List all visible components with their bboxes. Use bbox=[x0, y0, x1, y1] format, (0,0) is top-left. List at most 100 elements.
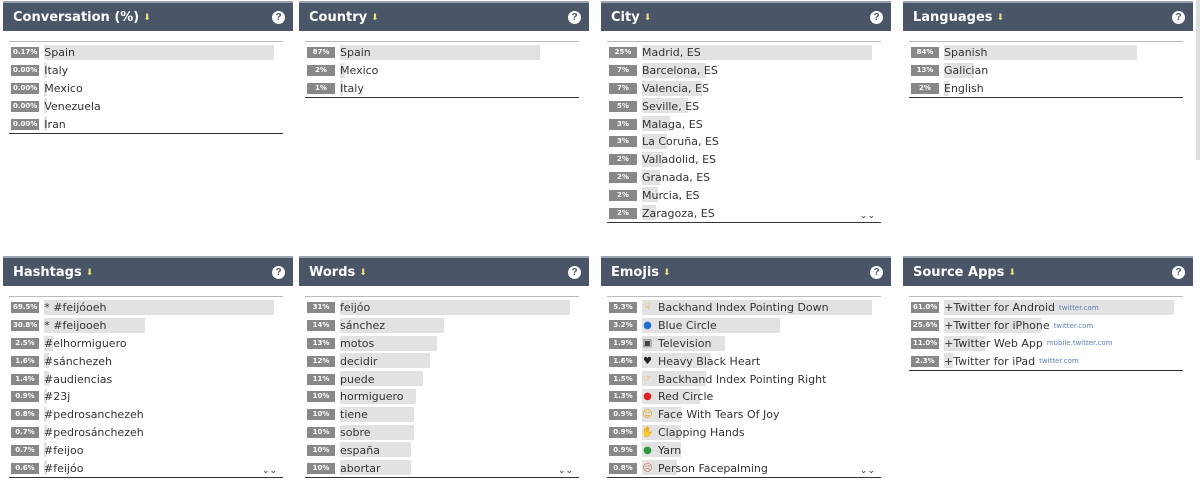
download-icon[interactable]: ⬇ bbox=[1008, 266, 1016, 277]
item-label: sobre bbox=[340, 425, 371, 439]
help-icon[interactable]: ? bbox=[272, 265, 285, 279]
list-item[interactable]: 10% tiene bbox=[305, 406, 579, 424]
item-label: #sánchezeh bbox=[44, 354, 112, 368]
list-item[interactable]: 2% Granada, ES bbox=[607, 169, 881, 187]
percent-badge: 7% bbox=[609, 82, 637, 94]
list-item[interactable]: 2.5% #elhormiguero bbox=[9, 335, 283, 353]
list-item[interactable]: 3.2% ● Blue Circle bbox=[607, 317, 881, 335]
list-item[interactable]: 84% Spanish bbox=[909, 44, 1183, 62]
list-item[interactable]: 1% Italy bbox=[305, 80, 579, 98]
percent-badge: 2.3% bbox=[911, 355, 939, 367]
list-item[interactable]: 87% Spain bbox=[305, 44, 579, 62]
list-item[interactable]: 13% Galician bbox=[909, 62, 1183, 80]
list-item[interactable]: 2.3% +Twitter for iPad twitter.com bbox=[909, 352, 1183, 370]
value-bar bbox=[44, 424, 47, 440]
help-icon[interactable]: ? bbox=[1172, 265, 1185, 279]
list-item[interactable]: 1.6% #sánchezeh bbox=[9, 352, 283, 370]
percent-badge: 31% bbox=[307, 302, 335, 314]
ranked-list: 25% Madrid, ES 7% Barcelona, ES 7% Valencia, … bbox=[607, 41, 881, 223]
list-item[interactable]: 0.9% ● Yarn bbox=[607, 441, 881, 459]
item-label: españa bbox=[340, 443, 380, 457]
source-domain[interactable]: twitter.com bbox=[1053, 321, 1094, 330]
expand-more-icon[interactable]: ⌄⌄ bbox=[557, 464, 573, 475]
list-item[interactable]: 25% Madrid, ES bbox=[607, 44, 881, 62]
help-icon[interactable]: ? bbox=[272, 10, 285, 24]
percent-badge: 0.6% bbox=[11, 462, 39, 474]
list-item[interactable]: 0.8% ☹ Person Facepalming bbox=[607, 459, 881, 477]
list-item[interactable]: 0.9% ☺ Face With Tears Of Joy bbox=[607, 406, 881, 424]
item-label: Mexico bbox=[44, 81, 83, 95]
list-item[interactable]: 13% motos bbox=[305, 335, 579, 353]
list-item[interactable]: 11.0% +Twitter Web App mobile.twitter.com bbox=[909, 335, 1183, 353]
list-item[interactable]: 2% Zaragoza, ES bbox=[607, 204, 881, 222]
list-item[interactable]: 1.4% #audiencias bbox=[9, 370, 283, 388]
list-item[interactable]: 0.00% Mexico bbox=[9, 80, 283, 98]
help-icon[interactable]: ? bbox=[568, 10, 581, 24]
list-item[interactable]: 3% Malaga, ES bbox=[607, 115, 881, 133]
list-item[interactable]: 10% abortar bbox=[305, 459, 579, 477]
list-item[interactable]: 3% La Coruña, ES bbox=[607, 133, 881, 151]
list-item[interactable]: 0.9% #23j bbox=[9, 388, 283, 406]
item-label: #feijóo bbox=[44, 461, 84, 475]
list-item[interactable]: 7% Valencia, ES bbox=[607, 80, 881, 98]
list-item[interactable]: 0.7% #feijoo bbox=[9, 441, 283, 459]
download-icon[interactable]: ⬇ bbox=[359, 266, 367, 277]
list-item[interactable]: 2% Murcia, ES bbox=[607, 186, 881, 204]
download-icon[interactable]: ⬇ bbox=[643, 11, 652, 22]
list-item[interactable]: 0.7% #pedrosánchezeh bbox=[9, 424, 283, 442]
item-label: Valencia, ES bbox=[642, 81, 709, 95]
help-icon[interactable]: ? bbox=[870, 265, 883, 279]
help-icon[interactable]: ? bbox=[1172, 10, 1185, 24]
source-domain[interactable]: twitter.com bbox=[1039, 357, 1079, 366]
value-bar bbox=[44, 335, 54, 351]
list-item[interactable]: 25.6% +Twitter for iPhone twitter.com bbox=[909, 317, 1183, 335]
list-item[interactable]: 0.00% Italy bbox=[9, 62, 283, 80]
list-item[interactable]: 31% feijóo bbox=[305, 299, 579, 317]
list-item[interactable]: 30.8% * #feijooeh bbox=[9, 317, 283, 335]
list-item[interactable]: 10% españa bbox=[305, 441, 579, 459]
expand-more-icon[interactable]: ⌄⌄ bbox=[261, 464, 277, 475]
list-item[interactable]: 0.17% Spain bbox=[9, 44, 283, 62]
list-item[interactable]: 10% hormiguero bbox=[305, 388, 579, 406]
list-item[interactable]: 0.00% Venezuela bbox=[9, 97, 283, 115]
download-icon[interactable]: ⬇ bbox=[663, 266, 671, 277]
help-icon[interactable]: ? bbox=[568, 265, 581, 279]
list-item[interactable]: 2% Valladolid, ES bbox=[607, 151, 881, 169]
ranked-list: 61.0% +Twitter for Android twitter.com 25.6… bbox=[909, 296, 1183, 372]
list-item[interactable]: 11% puede bbox=[305, 370, 579, 388]
list-item[interactable]: 7% Barcelona, ES bbox=[607, 62, 881, 80]
list-item[interactable]: 0.6% #feijóo bbox=[9, 459, 283, 477]
emoji-icon: ● bbox=[643, 391, 652, 403]
list-item[interactable]: 61.0% +Twitter for Android twitter.com bbox=[909, 299, 1183, 317]
list-item[interactable]: 1.3% ● Red Circle bbox=[607, 388, 881, 406]
ranked-list: 5.3% ☟ Backhand Index Pointing Down 3.2% ● Bl… bbox=[607, 296, 881, 478]
list-item[interactable]: 69.5% * #feijóoeh bbox=[9, 299, 283, 317]
list-item[interactable]: 0.8% #pedrosanchezeh bbox=[9, 406, 283, 424]
item-label: Galician bbox=[944, 64, 989, 78]
list-item[interactable]: 5% Seville, ES bbox=[607, 97, 881, 115]
list-item[interactable]: 1.9% ▣ Television bbox=[607, 335, 881, 353]
download-icon[interactable]: ⬇ bbox=[85, 266, 94, 277]
list-item[interactable]: 12% decidir bbox=[305, 352, 579, 370]
help-icon[interactable]: ? bbox=[870, 10, 883, 24]
list-item[interactable]: 2% English bbox=[909, 80, 1183, 98]
list-item[interactable]: 1.5% ☞ Backhand Index Pointing Right bbox=[607, 370, 881, 388]
source-domain[interactable]: twitter.com bbox=[1059, 303, 1099, 312]
list-item[interactable]: 0.00% Iran bbox=[9, 115, 283, 133]
list-item[interactable]: 14% sánchez bbox=[305, 317, 579, 335]
source-domain[interactable]: mobile.twitter.com bbox=[1046, 339, 1113, 348]
item-label: feijóo bbox=[340, 301, 371, 315]
list-item[interactable]: 1.6% ♥ Heavy Black Heart bbox=[607, 352, 881, 370]
list-item[interactable]: 2% Mexico bbox=[305, 62, 579, 80]
download-icon[interactable]: ⬇ bbox=[143, 11, 151, 22]
list-item[interactable]: 10% sobre bbox=[305, 424, 579, 442]
download-icon[interactable]: ⬇ bbox=[371, 11, 379, 22]
item-label: La Coruña, ES bbox=[642, 135, 719, 149]
page-scrollbar[interactable] bbox=[1196, 0, 1200, 160]
expand-more-icon[interactable]: ⌄⌄ bbox=[859, 464, 875, 475]
value-bar bbox=[944, 353, 954, 369]
download-icon[interactable]: ⬇ bbox=[996, 11, 1005, 22]
expand-more-icon[interactable]: ⌄⌄ bbox=[859, 209, 875, 220]
list-item[interactable]: 0.9% ✋ Clapping Hands bbox=[607, 424, 881, 442]
list-item[interactable]: 5.3% ☟ Backhand Index Pointing Down bbox=[607, 299, 881, 317]
